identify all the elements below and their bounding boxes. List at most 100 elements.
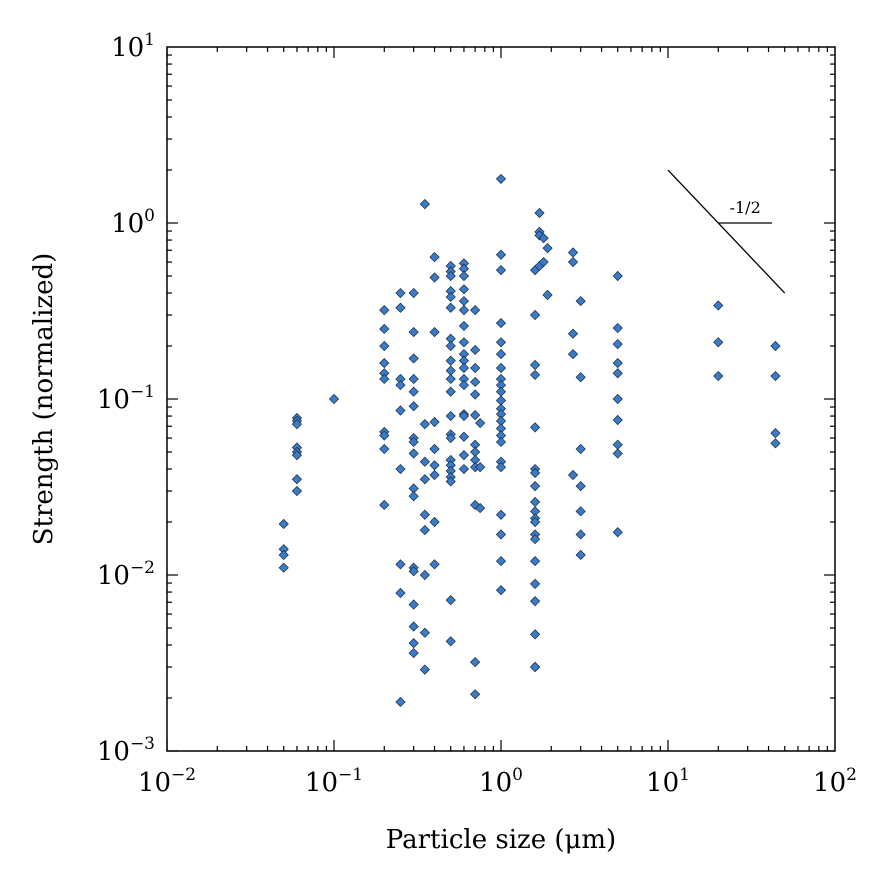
data-point bbox=[419, 664, 430, 675]
slope-line bbox=[667, 169, 786, 294]
data-point bbox=[495, 362, 507, 374]
data-point bbox=[612, 393, 623, 405]
data-point bbox=[408, 638, 419, 649]
data-point bbox=[575, 529, 586, 540]
data-point bbox=[395, 463, 406, 475]
data-point bbox=[495, 173, 507, 185]
data-point bbox=[529, 516, 541, 528]
data-point bbox=[408, 287, 419, 299]
data-point bbox=[534, 207, 545, 219]
data-point bbox=[612, 414, 623, 426]
data-point bbox=[408, 491, 419, 502]
data-point bbox=[408, 326, 419, 338]
data-point bbox=[408, 386, 419, 397]
data-point bbox=[495, 317, 507, 329]
data-point bbox=[379, 340, 390, 352]
data-point bbox=[529, 422, 541, 433]
data-point bbox=[770, 428, 781, 439]
data-point bbox=[278, 518, 289, 530]
data-point bbox=[429, 416, 440, 428]
y-tick-labels: 10−3 10−2 10−1 100 101 bbox=[97, 30, 155, 767]
data-point bbox=[495, 462, 507, 473]
data-point bbox=[445, 291, 456, 303]
data-point bbox=[458, 295, 470, 307]
data-point bbox=[529, 467, 541, 479]
data-point bbox=[445, 373, 456, 385]
data-point bbox=[445, 302, 456, 313]
data-point bbox=[470, 689, 481, 700]
data-point bbox=[379, 443, 390, 455]
data-point bbox=[419, 627, 430, 638]
data-point bbox=[379, 430, 390, 441]
data-point bbox=[612, 339, 623, 350]
data-point bbox=[408, 621, 419, 632]
data-point bbox=[529, 480, 541, 492]
data-point bbox=[458, 362, 470, 374]
data-point bbox=[458, 304, 470, 316]
y-tick-label: 10−1 bbox=[97, 382, 155, 415]
data-point bbox=[529, 496, 541, 508]
data-point bbox=[291, 485, 303, 497]
data-point bbox=[470, 362, 481, 374]
data-point bbox=[470, 304, 481, 316]
data-point bbox=[379, 357, 390, 369]
data-point bbox=[429, 460, 440, 471]
data-point bbox=[419, 456, 430, 467]
data-point bbox=[529, 309, 541, 321]
data-point bbox=[470, 656, 481, 668]
data-point bbox=[495, 337, 507, 348]
data-point bbox=[612, 448, 623, 459]
data-point bbox=[419, 509, 430, 520]
data-point bbox=[408, 353, 419, 364]
data-point bbox=[470, 410, 481, 421]
data-point bbox=[567, 256, 579, 268]
x-tick-label: 100 bbox=[479, 765, 523, 798]
data-point bbox=[470, 376, 481, 388]
data-point bbox=[408, 566, 419, 577]
data-point bbox=[713, 300, 724, 311]
data-point bbox=[495, 348, 507, 360]
data-point bbox=[575, 506, 586, 517]
data-point bbox=[475, 462, 486, 473]
data-point bbox=[278, 562, 289, 573]
y-tick-label: 10−2 bbox=[97, 558, 155, 591]
data-point bbox=[567, 328, 579, 339]
data-point bbox=[458, 431, 470, 442]
data-point bbox=[458, 337, 470, 348]
x-tick-label: 10−1 bbox=[305, 765, 363, 798]
data-point bbox=[529, 555, 541, 567]
x-tick-label: 101 bbox=[646, 765, 690, 798]
data-point bbox=[495, 436, 507, 448]
data-point bbox=[495, 555, 507, 567]
data-point bbox=[458, 284, 470, 295]
data-point bbox=[395, 379, 406, 391]
data-point bbox=[408, 647, 419, 659]
data-point bbox=[612, 270, 623, 282]
data-point bbox=[429, 272, 440, 283]
data-point bbox=[529, 578, 541, 590]
data-point bbox=[470, 389, 481, 400]
data-point bbox=[395, 302, 406, 313]
data-point bbox=[612, 527, 623, 538]
x-tick-label: 102 bbox=[813, 765, 857, 798]
data-point bbox=[445, 410, 456, 422]
data-point bbox=[575, 549, 586, 561]
data-point bbox=[328, 393, 340, 405]
data-point bbox=[379, 304, 390, 316]
data-point bbox=[429, 326, 440, 338]
data-point bbox=[395, 587, 406, 599]
data-point bbox=[575, 372, 586, 383]
data-point bbox=[445, 432, 456, 444]
data-point bbox=[612, 368, 623, 379]
data-point bbox=[458, 270, 470, 282]
data-point bbox=[419, 419, 430, 430]
data-point bbox=[291, 419, 303, 430]
data-point bbox=[458, 450, 470, 461]
data-point bbox=[770, 340, 781, 352]
data-point bbox=[408, 373, 419, 385]
data-point bbox=[445, 595, 456, 606]
data-point bbox=[379, 499, 390, 511]
data-point bbox=[278, 549, 289, 561]
data-point bbox=[567, 348, 579, 360]
